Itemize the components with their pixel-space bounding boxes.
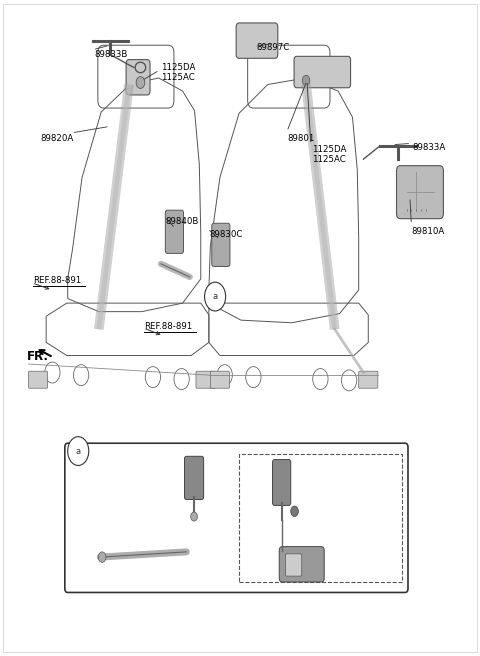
Text: 89830G: 89830G: [301, 496, 336, 504]
FancyBboxPatch shape: [212, 223, 230, 266]
FancyBboxPatch shape: [396, 166, 444, 218]
Circle shape: [73, 365, 89, 386]
Circle shape: [217, 365, 232, 386]
FancyBboxPatch shape: [273, 460, 291, 505]
Bar: [239, 454, 402, 582]
Circle shape: [313, 369, 328, 390]
Circle shape: [204, 282, 226, 311]
Text: (W/FIXED BUCKLE): (W/FIXED BUCKLE): [257, 466, 351, 474]
FancyBboxPatch shape: [294, 56, 350, 88]
Text: 89830G: 89830G: [180, 486, 214, 495]
Text: 1125DG: 1125DG: [306, 510, 341, 519]
Circle shape: [145, 367, 160, 388]
Text: 89833A: 89833A: [412, 144, 445, 152]
Text: 89820A: 89820A: [40, 134, 73, 142]
FancyBboxPatch shape: [236, 23, 278, 58]
FancyBboxPatch shape: [65, 443, 408, 592]
Text: 89810A: 89810A: [411, 226, 444, 236]
Text: 1125DA: 1125DA: [161, 63, 195, 72]
Text: 89833B: 89833B: [94, 50, 127, 59]
FancyBboxPatch shape: [126, 60, 150, 95]
Circle shape: [191, 512, 197, 521]
FancyBboxPatch shape: [286, 554, 302, 576]
Circle shape: [68, 437, 89, 466]
Text: 89840B: 89840B: [166, 216, 199, 226]
Text: 89860B: 89860B: [311, 547, 344, 556]
Circle shape: [98, 552, 106, 562]
Text: 1125DA: 1125DA: [312, 145, 346, 154]
Circle shape: [246, 367, 261, 388]
FancyBboxPatch shape: [184, 457, 204, 499]
FancyBboxPatch shape: [210, 371, 229, 388]
Text: 1125AC: 1125AC: [312, 155, 346, 163]
Circle shape: [45, 362, 60, 383]
Text: REF.88-891: REF.88-891: [33, 276, 82, 285]
Text: 89830C: 89830C: [209, 230, 242, 239]
Circle shape: [174, 369, 189, 390]
Text: 89801: 89801: [288, 134, 315, 142]
FancyBboxPatch shape: [28, 371, 48, 388]
Circle shape: [291, 506, 299, 516]
FancyBboxPatch shape: [279, 546, 324, 582]
Text: 88812: 88812: [94, 520, 121, 529]
Text: a: a: [213, 292, 217, 301]
Text: 1125AC: 1125AC: [161, 73, 195, 82]
Text: REF.88-891: REF.88-891: [144, 322, 192, 331]
Text: a: a: [76, 447, 81, 455]
Circle shape: [302, 75, 310, 86]
FancyBboxPatch shape: [165, 210, 183, 253]
Text: 89897C: 89897C: [257, 43, 290, 52]
FancyBboxPatch shape: [196, 371, 215, 388]
Text: FR.: FR.: [27, 350, 49, 363]
FancyBboxPatch shape: [359, 371, 378, 388]
Circle shape: [341, 370, 357, 391]
Circle shape: [136, 77, 145, 89]
